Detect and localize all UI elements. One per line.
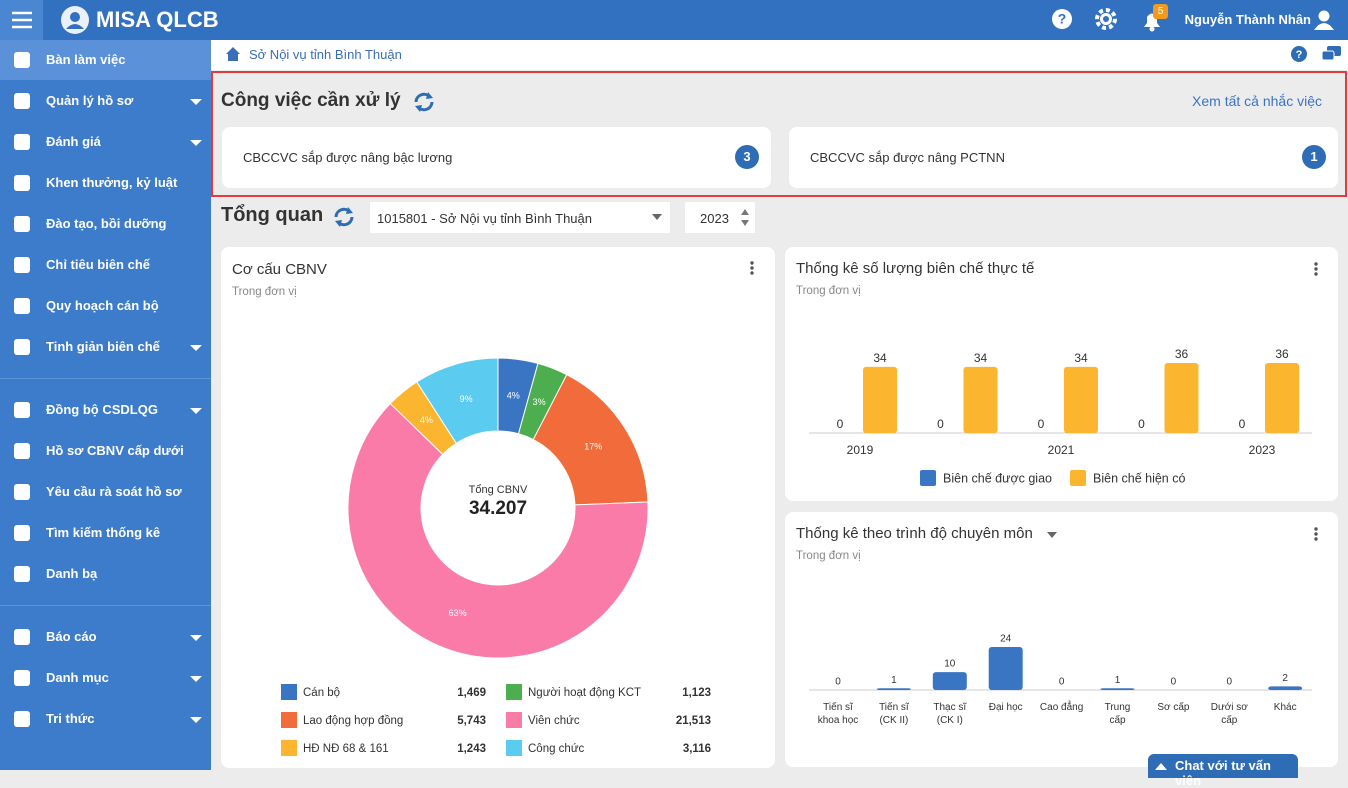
more-menu-dot — [1314, 262, 1317, 265]
percent-label: 63% — [449, 608, 467, 618]
percent-label: 4% — [507, 390, 520, 400]
bar — [1165, 363, 1199, 433]
card-subtitle: Trong đơn vị — [796, 285, 861, 297]
value-label: 0 — [835, 677, 841, 688]
legend-label: Cán bộ — [303, 687, 340, 699]
more-menu-dot — [1314, 267, 1317, 270]
value-label: 34 — [974, 351, 988, 365]
bar — [964, 367, 998, 433]
x-tick-label: Tiến sĩ (CK II) — [872, 701, 916, 727]
value-label: 1 — [891, 675, 897, 686]
legend-value: 5,743 — [457, 715, 486, 727]
legend-swatch — [281, 740, 297, 756]
card-title: Thống kê theo trình độ chuyên môn — [796, 525, 1033, 542]
bar — [989, 647, 1023, 690]
value-label: 36 — [1275, 347, 1289, 361]
x-tick-label: Thạc sĩ (CK I) — [928, 701, 972, 727]
legend-swatch — [281, 712, 297, 728]
value-label: 0 — [1138, 417, 1145, 431]
x-tick-label: 2019 — [847, 443, 874, 457]
legend-swatch — [1070, 470, 1086, 486]
chat-button-label: Chat với tư vấn viên — [1175, 758, 1298, 788]
value-label: 0 — [1171, 677, 1177, 688]
value-label: 34 — [1074, 351, 1088, 365]
value-label: 36 — [1175, 347, 1189, 361]
value-label: 0 — [1239, 417, 1246, 431]
more-menu-dot — [1314, 272, 1317, 275]
legend-label: Lao động hợp đồng — [303, 715, 403, 727]
x-tick-label: Sơ cấp — [1151, 701, 1195, 714]
legend-label: Biên chế hiện có — [1093, 471, 1185, 485]
x-tick-label: Đại học — [984, 701, 1028, 714]
legend-swatch — [920, 470, 936, 486]
value-label: 34 — [873, 351, 887, 365]
card-subtitle: Trong đơn vị — [796, 550, 861, 562]
title-dropdown — [1047, 532, 1057, 538]
legend-label: Công chức — [528, 743, 585, 755]
legend-value: 1,469 — [457, 687, 486, 699]
bar — [1265, 363, 1299, 433]
bar — [863, 367, 897, 433]
value-label: 0 — [937, 417, 944, 431]
chat-button[interactable]: Chat với tư vấn viên — [1148, 754, 1298, 778]
legend-label: Người hoạt động KCT — [528, 687, 641, 699]
more-menu-dot — [750, 271, 753, 274]
percent-label: 17% — [584, 442, 602, 452]
value-label: 0 — [1059, 677, 1065, 688]
card-title: Cơ cấu CBNV — [232, 261, 327, 278]
x-tick-label: Khác — [1263, 701, 1307, 714]
more-menu-dot — [1314, 537, 1317, 540]
legend-swatch — [506, 712, 522, 728]
percent-label: 3% — [533, 397, 546, 407]
bar — [877, 688, 911, 690]
legend-swatch — [506, 740, 522, 756]
legend-value: 3,116 — [683, 743, 711, 755]
center-value: 34.207 — [469, 498, 527, 519]
bar — [1268, 686, 1302, 690]
x-tick-label: Dưới sơ cấp — [1207, 701, 1251, 727]
legend-value: 1,123 — [682, 687, 711, 699]
legend-label: HĐ NĐ 68 & 161 — [303, 743, 389, 755]
more-menu-dot — [750, 266, 753, 269]
value-label: 0 — [1227, 677, 1233, 688]
legend-swatch — [281, 684, 297, 700]
value-label: 2 — [1282, 673, 1288, 684]
x-tick-label: Tiến sĩ khoa học — [816, 701, 860, 727]
bar — [933, 672, 967, 690]
x-tick-label: Cao đẳng — [1040, 701, 1084, 714]
value-label: 24 — [1000, 634, 1012, 645]
percent-label: 4% — [420, 415, 433, 425]
percent-label: 9% — [460, 394, 473, 404]
x-tick-label: 2021 — [1048, 443, 1075, 457]
legend-label: Biên chế được giao — [943, 471, 1052, 485]
bar — [1064, 367, 1098, 433]
more-menu-dot — [750, 261, 753, 264]
legend-label: Viên chức — [528, 715, 580, 727]
value-label: 10 — [944, 659, 956, 670]
center-label: Tổng CBNV — [469, 484, 528, 496]
bar — [1101, 688, 1135, 690]
x-tick-label: 2023 — [1249, 443, 1276, 457]
legend-value: 1,243 — [457, 743, 486, 755]
value-label: 0 — [837, 417, 844, 431]
legend-value: 21,513 — [676, 715, 711, 727]
card-title: Thống kê số lượng biên chế thực tế — [796, 260, 1035, 277]
value-label: 1 — [1115, 675, 1121, 686]
more-menu-dot — [1314, 532, 1317, 535]
more-menu-dot — [1314, 527, 1317, 530]
value-label: 0 — [1038, 417, 1045, 431]
card-subtitle: Trong đơn vị — [232, 286, 297, 298]
x-tick-label: Trung cấp — [1096, 701, 1140, 727]
legend-swatch — [506, 684, 522, 700]
